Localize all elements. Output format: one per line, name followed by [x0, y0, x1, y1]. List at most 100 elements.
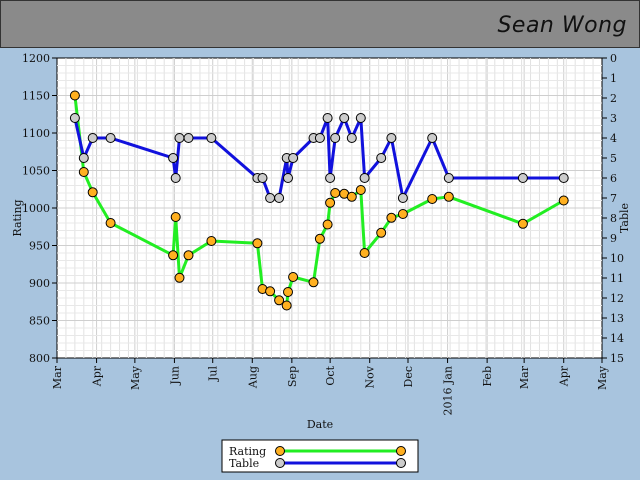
- data-point-table: [265, 193, 276, 203]
- y-axis-right-title: Table: [618, 203, 631, 233]
- data-point-rating: [274, 295, 285, 306]
- axes: Mar Apr May Jun Jul Aug Sep Oct Nov Dec 2016 Jan Fe…: [22, 52, 624, 416]
- y-right-tick-label: 4: [610, 132, 617, 145]
- data-point-rating: [308, 277, 319, 288]
- player-name: Sean Wong: [497, 13, 627, 38]
- data-point-rating: [69, 90, 80, 101]
- data-point-rating: [170, 212, 181, 222]
- y-left-tick-label: 1150: [22, 90, 50, 103]
- data-point-rating: [330, 188, 341, 198]
- legend-marker-table: [275, 458, 285, 468]
- legend-label-rating: Rating: [229, 445, 266, 458]
- x-tick-label: 2016 Jan: [442, 366, 455, 416]
- data-point-table: [206, 133, 217, 143]
- data-point-table: [330, 133, 341, 143]
- data-point-table: [517, 173, 528, 183]
- y-left-tick-label: 950: [29, 240, 50, 253]
- y-right-tick-label: 14: [610, 332, 624, 345]
- data-point-table: [170, 173, 181, 183]
- data-point-table: [174, 133, 185, 143]
- series-layer: [69, 90, 569, 311]
- data-point-rating: [325, 197, 336, 208]
- header-bar: Sean Wong: [0, 0, 640, 48]
- x-tick-label: Sep: [286, 366, 299, 387]
- y-right-tick-label: 0: [610, 52, 617, 65]
- x-tick-label: Mar: [518, 365, 531, 389]
- data-point-rating: [87, 187, 98, 198]
- data-point-table: [183, 133, 194, 143]
- legend-box: [221, 439, 419, 473]
- x-tick-label: Apr: [91, 365, 104, 387]
- x-tick-label: Jul: [207, 366, 220, 382]
- data-point-rating: [443, 191, 454, 202]
- x-tick-label: Feb: [481, 366, 494, 387]
- x-tick-label: Aug: [246, 366, 259, 389]
- data-point-rating: [376, 227, 387, 238]
- y-left-tick-label: 1000: [22, 202, 50, 215]
- y-right-tick-label: 7: [610, 192, 617, 205]
- x-tick-label: Oct: [324, 365, 337, 385]
- y-right-tick-label: 1: [610, 72, 617, 85]
- data-point-rating: [252, 238, 263, 249]
- data-point-table: [346, 133, 357, 143]
- data-point-rating: [281, 300, 292, 311]
- data-point-table: [325, 173, 336, 183]
- data-point-table: [397, 193, 408, 203]
- data-point-rating: [427, 194, 438, 204]
- y-left-tick-label: 800: [29, 352, 50, 365]
- data-point-rating: [283, 287, 293, 297]
- data-point-rating: [174, 272, 185, 283]
- data-point-rating: [183, 250, 194, 261]
- data-point-table: [288, 153, 299, 163]
- data-point-rating: [265, 286, 276, 297]
- data-point-rating: [314, 233, 325, 244]
- y-left-tick-label: 900: [29, 277, 50, 290]
- x-tick-label: May: [129, 365, 142, 390]
- data-point-rating: [288, 272, 299, 282]
- data-point-table: [558, 173, 569, 183]
- y-right-tick-label: 9: [610, 232, 617, 245]
- y-right-tick-label: 5: [610, 152, 617, 165]
- data-point-table: [283, 173, 293, 183]
- y-right-tick-label: 6: [610, 172, 617, 185]
- y-right-tick-label: 15: [610, 352, 624, 365]
- data-point-table: [355, 113, 366, 123]
- x-tick-label: Mar: [51, 365, 64, 389]
- data-point-rating: [517, 218, 528, 229]
- data-point-table: [257, 173, 268, 183]
- y-left-tick-label: 850: [29, 315, 50, 328]
- data-point-table: [168, 153, 179, 163]
- y-right-tick-label: 8: [610, 212, 617, 225]
- data-point-rating: [359, 248, 370, 258]
- data-point-rating: [346, 191, 357, 202]
- data-point-rating: [322, 219, 333, 230]
- data-point-rating: [105, 218, 116, 228]
- data-point-table: [443, 173, 454, 183]
- legend-label-table: Table: [229, 457, 259, 470]
- data-point-rating: [355, 185, 366, 195]
- y-axis-left-title: Rating: [11, 199, 24, 236]
- data-point-table: [105, 133, 116, 143]
- data-point-table: [322, 113, 333, 123]
- data-point-table: [69, 113, 80, 123]
- legend-marker-table: [396, 458, 406, 468]
- y-left-tick-label: 1050: [22, 165, 50, 178]
- y-right-tick-label: 2: [610, 92, 617, 105]
- y-right-tick-label: 12: [610, 292, 624, 305]
- data-point-table: [314, 133, 325, 143]
- y-right-tick-label: 3: [610, 112, 617, 125]
- data-point-table: [274, 193, 285, 203]
- data-point-table: [386, 133, 397, 143]
- data-point-rating: [78, 167, 89, 177]
- x-tick-label: Nov: [364, 365, 377, 388]
- y-left-tick-label: 1200: [22, 52, 50, 65]
- data-point-table: [87, 133, 98, 143]
- data-point-table: [339, 113, 350, 123]
- data-point-rating: [206, 236, 217, 246]
- x-tick-label: Apr: [558, 365, 571, 387]
- data-point-table: [359, 173, 370, 183]
- data-point-table: [78, 153, 89, 163]
- y-right-tick-label: 13: [610, 312, 624, 325]
